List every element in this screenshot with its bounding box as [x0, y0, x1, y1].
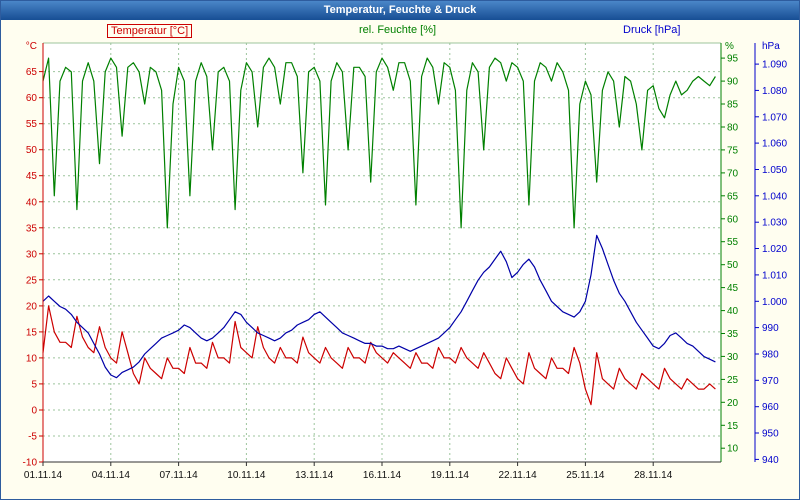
pressure-tick-label: 1.090	[762, 60, 787, 71]
humidity-tick-label: 80	[727, 123, 739, 134]
pressure-tick-label: 960	[762, 402, 779, 413]
humidity-tick-label: 20	[727, 398, 739, 409]
pressure-series-line	[42, 234, 716, 379]
pressure-tick-label: 940	[762, 455, 779, 466]
pressure-tick-label: 1.080	[762, 86, 787, 97]
humidity-tick-label: 90	[727, 77, 739, 88]
date-tick-label: 19.11.14	[431, 470, 470, 481]
humidity-tick-label: 85	[727, 100, 739, 111]
date-tick-label: 28.11.14	[634, 470, 673, 481]
legend-humidity[interactable]: rel. Feuchte [%]	[359, 24, 437, 36]
title-bar: Temperatur, Feuchte & Druck	[1, 1, 799, 20]
humidity-series-line	[42, 57, 716, 229]
humidity-tick-label: 60	[727, 214, 739, 225]
humidity-tick-label: 70	[727, 168, 739, 179]
pressure-tick-label: 970	[762, 376, 779, 387]
date-tick-label: 22.11.14	[499, 470, 538, 481]
humidity-tick-label: 25	[727, 375, 739, 386]
temperature-tick-label: 35	[26, 223, 38, 234]
temperature-tick-label: -10	[23, 458, 38, 469]
temperature-tick-label: 30	[26, 249, 38, 260]
temperature-tick-label: 40	[26, 197, 38, 208]
temperature-tick-label: 5	[31, 379, 37, 390]
plot-background	[43, 43, 721, 462]
temperature-series-line	[42, 305, 716, 406]
humidity-tick-label: 95	[727, 54, 739, 65]
pressure-tick-label: 1.030	[762, 218, 787, 229]
humidity-tick-label: 15	[727, 421, 739, 432]
date-tick-label: 25.11.14	[566, 470, 605, 481]
pressure-tick-label: 1.000	[762, 297, 787, 308]
temperature-tick-label: 10	[26, 353, 38, 364]
temperature-tick-label: 20	[26, 301, 38, 312]
legend-temperature[interactable]: Temperatur [°C]	[107, 24, 193, 38]
pressure-tick-label: 1.040	[762, 191, 787, 202]
temperature-tick-label: 25	[26, 275, 38, 286]
date-tick-label: 10.11.14	[227, 470, 266, 481]
date-tick-label: 13.11.14	[295, 470, 334, 481]
date-tick-label: 07.11.14	[160, 470, 199, 481]
date-tick-label: 04.11.14	[92, 470, 131, 481]
humidity-tick-label: 50	[727, 260, 739, 271]
temperature-tick-label: 0	[31, 406, 37, 417]
humidity-tick-label: 40	[727, 306, 739, 317]
humidity-tick-label: 65	[727, 191, 739, 202]
temperature-tick-label: 65	[26, 67, 38, 78]
pressure-tick-label: 950	[762, 429, 779, 440]
humidity-tick-label: 30	[727, 352, 739, 363]
humidity-tick-label: 45	[727, 283, 739, 294]
window-title: Temperatur, Feuchte & Druck	[323, 4, 477, 16]
temperature-axis-unit: °C	[26, 41, 37, 52]
temperature-tick-label: 50	[26, 145, 38, 156]
date-tick-label: 01.11.14	[24, 470, 63, 481]
temperature-tick-label: 45	[26, 171, 38, 182]
pressure-tick-label: 1.070	[762, 112, 787, 123]
temperature-tick-label: 15	[26, 327, 38, 338]
temperature-tick-label: 55	[26, 119, 38, 130]
humidity-tick-label: 75	[727, 145, 739, 156]
humidity-tick-label: 35	[727, 329, 739, 340]
pressure-tick-label: 1.060	[762, 139, 787, 150]
humidity-axis-unit: %	[725, 41, 734, 52]
temperature-tick-label: -5	[28, 432, 37, 443]
pressure-axis-unit: hPa	[762, 41, 780, 52]
pressure-tick-label: 1.010	[762, 270, 787, 281]
humidity-tick-label: 55	[727, 237, 739, 248]
pressure-tick-label: 1.050	[762, 165, 787, 176]
pressure-tick-label: 990	[762, 323, 779, 334]
humidity-tick-label: 10	[727, 444, 739, 455]
pressure-tick-label: 980	[762, 350, 779, 361]
legend-pressure[interactable]: Druck [hPa]	[623, 24, 681, 36]
temperature-tick-label: 60	[26, 93, 38, 104]
pressure-tick-label: 1.020	[762, 244, 787, 255]
date-tick-label: 16.11.14	[363, 470, 402, 481]
